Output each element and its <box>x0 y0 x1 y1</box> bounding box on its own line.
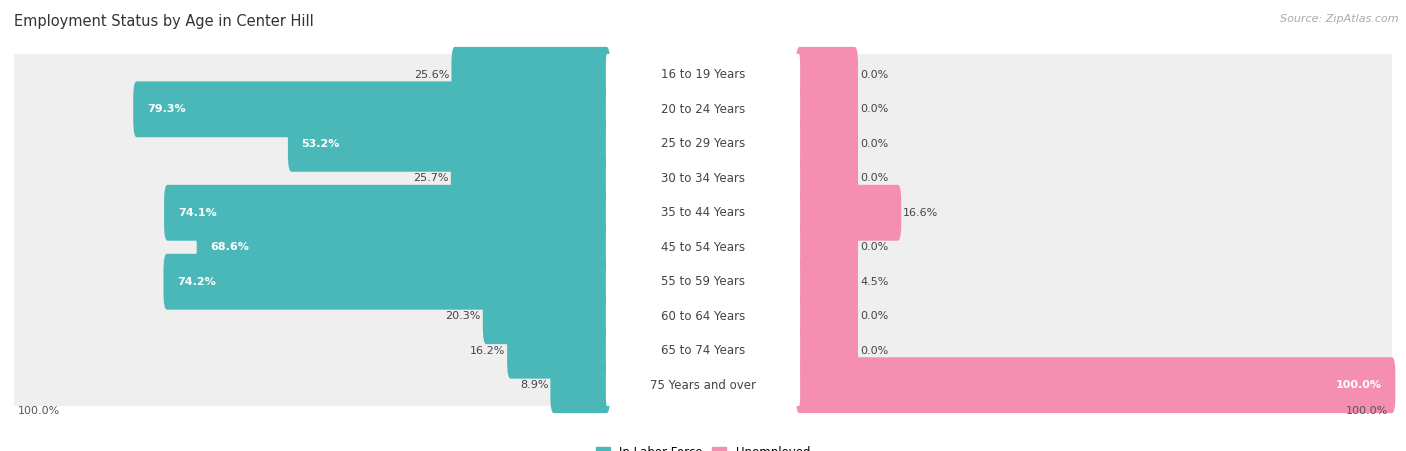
Text: 25 to 29 Years: 25 to 29 Years <box>661 137 745 150</box>
FancyBboxPatch shape <box>13 101 1393 186</box>
Text: 4.5%: 4.5% <box>860 277 889 287</box>
FancyBboxPatch shape <box>13 205 1393 290</box>
FancyBboxPatch shape <box>13 274 1393 359</box>
FancyBboxPatch shape <box>165 185 610 241</box>
FancyBboxPatch shape <box>796 357 1395 413</box>
Text: 53.2%: 53.2% <box>302 139 340 149</box>
Text: 74.2%: 74.2% <box>177 277 217 287</box>
FancyBboxPatch shape <box>606 188 800 237</box>
FancyBboxPatch shape <box>606 85 800 134</box>
FancyBboxPatch shape <box>606 120 800 168</box>
FancyBboxPatch shape <box>13 239 1393 324</box>
Text: 100.0%: 100.0% <box>1336 380 1382 390</box>
Text: 20.3%: 20.3% <box>446 311 481 321</box>
Text: 16.6%: 16.6% <box>903 208 939 218</box>
Text: 0.0%: 0.0% <box>860 173 889 183</box>
FancyBboxPatch shape <box>134 81 610 137</box>
Legend: In Labor Force, Unemployed: In Labor Force, Unemployed <box>591 441 815 451</box>
FancyBboxPatch shape <box>13 67 1393 152</box>
Text: 74.1%: 74.1% <box>177 208 217 218</box>
Text: 16.2%: 16.2% <box>470 346 505 356</box>
FancyBboxPatch shape <box>13 343 1393 428</box>
FancyBboxPatch shape <box>796 47 858 103</box>
Text: 0.0%: 0.0% <box>860 311 889 321</box>
Text: 16 to 19 Years: 16 to 19 Years <box>661 68 745 81</box>
FancyBboxPatch shape <box>606 257 800 306</box>
FancyBboxPatch shape <box>606 154 800 203</box>
Text: 0.0%: 0.0% <box>860 346 889 356</box>
FancyBboxPatch shape <box>606 292 800 341</box>
Text: 25.6%: 25.6% <box>413 70 450 80</box>
FancyBboxPatch shape <box>482 288 610 344</box>
FancyBboxPatch shape <box>451 150 610 206</box>
Text: 100.0%: 100.0% <box>1347 406 1389 416</box>
FancyBboxPatch shape <box>163 254 610 310</box>
Text: 0.0%: 0.0% <box>860 70 889 80</box>
Text: 79.3%: 79.3% <box>148 104 186 114</box>
Text: 60 to 64 Years: 60 to 64 Years <box>661 310 745 323</box>
FancyBboxPatch shape <box>508 323 610 379</box>
Text: 0.0%: 0.0% <box>860 139 889 149</box>
FancyBboxPatch shape <box>13 170 1393 255</box>
FancyBboxPatch shape <box>288 116 610 172</box>
FancyBboxPatch shape <box>550 357 610 413</box>
FancyBboxPatch shape <box>197 219 610 275</box>
FancyBboxPatch shape <box>606 361 800 410</box>
Text: 35 to 44 Years: 35 to 44 Years <box>661 206 745 219</box>
Text: 8.9%: 8.9% <box>520 380 548 390</box>
Text: Employment Status by Age in Center Hill: Employment Status by Age in Center Hill <box>14 14 314 28</box>
FancyBboxPatch shape <box>13 308 1393 393</box>
Text: 45 to 54 Years: 45 to 54 Years <box>661 241 745 254</box>
Text: 30 to 34 Years: 30 to 34 Years <box>661 172 745 185</box>
Text: Source: ZipAtlas.com: Source: ZipAtlas.com <box>1281 14 1399 23</box>
FancyBboxPatch shape <box>606 223 800 272</box>
FancyBboxPatch shape <box>606 326 800 375</box>
FancyBboxPatch shape <box>606 51 800 99</box>
Text: 55 to 59 Years: 55 to 59 Years <box>661 275 745 288</box>
Text: 65 to 74 Years: 65 to 74 Years <box>661 344 745 357</box>
FancyBboxPatch shape <box>796 81 858 137</box>
Text: 100.0%: 100.0% <box>17 406 59 416</box>
FancyBboxPatch shape <box>796 150 858 206</box>
Text: 75 Years and over: 75 Years and over <box>650 379 756 392</box>
FancyBboxPatch shape <box>451 47 610 103</box>
FancyBboxPatch shape <box>796 323 858 379</box>
Text: 0.0%: 0.0% <box>860 242 889 252</box>
Text: 25.7%: 25.7% <box>413 173 449 183</box>
Text: 0.0%: 0.0% <box>860 104 889 114</box>
FancyBboxPatch shape <box>796 254 858 310</box>
Text: 20 to 24 Years: 20 to 24 Years <box>661 103 745 116</box>
FancyBboxPatch shape <box>13 136 1393 221</box>
FancyBboxPatch shape <box>796 116 858 172</box>
FancyBboxPatch shape <box>796 219 858 275</box>
FancyBboxPatch shape <box>796 185 901 241</box>
Text: 68.6%: 68.6% <box>211 242 249 252</box>
FancyBboxPatch shape <box>13 32 1393 117</box>
FancyBboxPatch shape <box>796 288 858 344</box>
